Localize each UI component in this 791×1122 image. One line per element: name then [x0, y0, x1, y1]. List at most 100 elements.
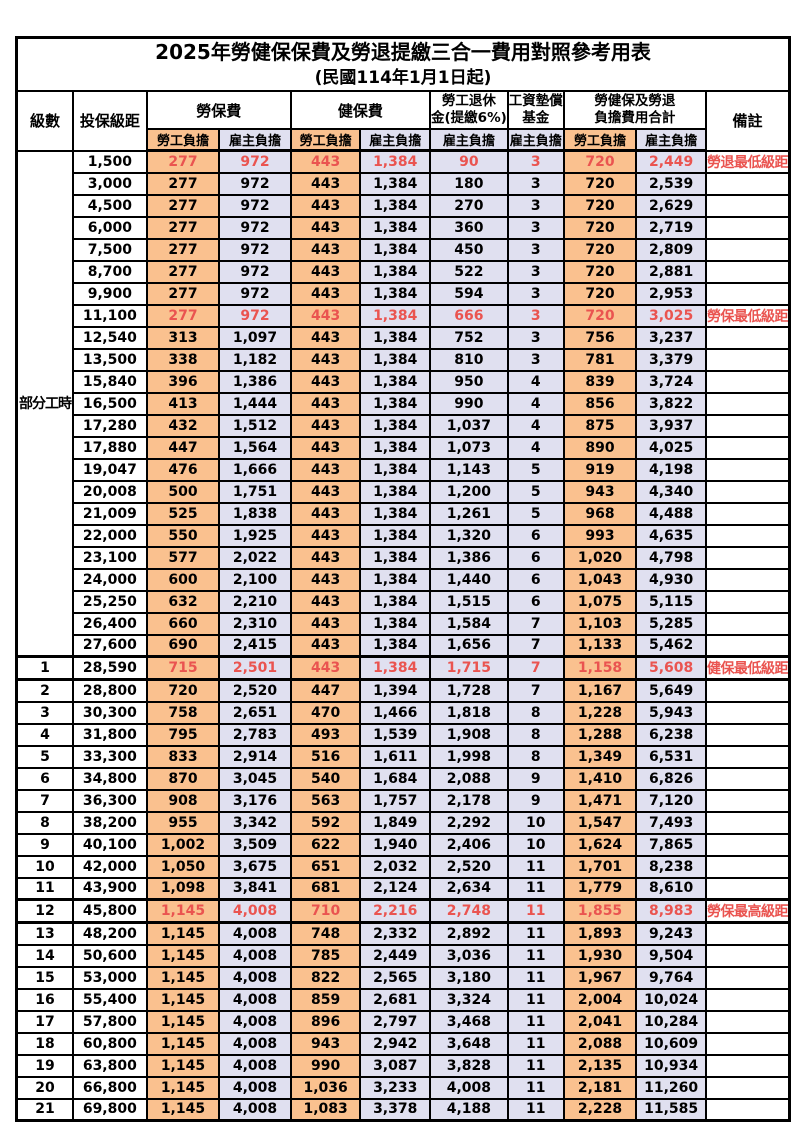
cell-level: 11	[15, 876, 74, 901]
table-row: 16,500 413 1,444 443 1,384 990 4 856 3,822	[17, 391, 791, 416]
cell-remark	[704, 567, 791, 592]
table-row: 23,100 577 2,022 443 1,384 1,386 6 1,020 4,798	[17, 545, 791, 570]
cell-remark	[704, 545, 791, 570]
cell-value: 4	[506, 391, 565, 416]
cell-bracket: 1,500	[72, 149, 148, 174]
cell-value: 3,036	[429, 943, 509, 968]
cell-bracket: 17,280	[72, 413, 148, 438]
col-header-wage-fund: 工資墊償 基金	[506, 90, 565, 130]
cell-value: 550	[145, 523, 221, 548]
cell-value: 11	[506, 1097, 565, 1122]
cell-value: 443	[289, 149, 362, 174]
cell-value: 4,008	[218, 943, 292, 968]
fee-comparison-table: 2025年勞健保保費及勞退提繳三合一費用對照參考用表 (民國114年1月1日起)…	[15, 36, 791, 1122]
cell-value: 5	[506, 479, 565, 504]
cell-value: 908	[145, 788, 221, 813]
cell-value: 950	[429, 369, 509, 394]
table-row: 26,400 660 2,310 443 1,384 1,584 7 1,103 5,285	[17, 611, 791, 636]
cell-value: 594	[429, 281, 509, 306]
cell-value: 3,378	[359, 1097, 432, 1122]
cell-value: 890	[562, 435, 638, 460]
cell-bracket: 57,800	[72, 1009, 148, 1034]
cell-value: 600	[145, 567, 221, 592]
cell-bracket: 34,800	[72, 766, 148, 791]
cell-remark	[704, 810, 791, 835]
cell-value: 1,715	[429, 655, 509, 681]
cell-remark	[704, 633, 791, 658]
cell-value: 3,233	[359, 1075, 432, 1100]
cell-value: 1,384	[359, 567, 432, 592]
cell-value: 8	[506, 700, 565, 725]
cell-value: 1,384	[359, 655, 432, 681]
cell-bracket: 23,100	[72, 545, 148, 570]
table-row: 12,540 313 1,097 443 1,384 752 3 756 3,237	[17, 325, 791, 350]
cell-value: 2,629	[635, 193, 707, 218]
cell-value: 10	[506, 832, 565, 857]
cell-value: 2,332	[359, 921, 432, 946]
cell-value: 270	[429, 193, 509, 218]
cell-value: 3,176	[218, 788, 292, 813]
cell-value: 3,025	[635, 303, 707, 328]
cell-value: 839	[562, 369, 638, 394]
cell-value: 443	[289, 171, 362, 196]
cell-value: 450	[429, 237, 509, 262]
cell-bracket: 31,800	[72, 722, 148, 747]
cell-value: 1,967	[562, 965, 638, 990]
cell-value: 443	[289, 457, 362, 482]
cell-value: 660	[145, 611, 221, 636]
cell-value: 1,512	[218, 413, 292, 438]
cell-bracket: 3,000	[72, 171, 148, 196]
cell-bracket: 48,200	[72, 921, 148, 946]
cell-remark	[704, 523, 791, 548]
cell-value: 1,444	[218, 391, 292, 416]
table-row: 19,047 476 1,666 443 1,384 1,143 5 919 4,198	[17, 457, 791, 482]
cell-value: 720	[562, 303, 638, 328]
cell-value: 9,243	[635, 921, 707, 946]
cell-value: 1,440	[429, 567, 509, 592]
cell-value: 1,145	[145, 1097, 221, 1122]
total-header-line1: 勞健保及勞退	[594, 93, 676, 109]
cell-value: 6	[506, 567, 565, 592]
cell-value: 1,751	[218, 479, 292, 504]
cell-level: 3	[15, 700, 74, 725]
cell-bracket: 63,800	[72, 1053, 148, 1078]
cell-value: 10,934	[635, 1053, 707, 1078]
cell-value: 972	[218, 259, 292, 284]
cell-value: 859	[289, 987, 362, 1012]
cell-value: 6	[506, 523, 565, 548]
cell-value: 7	[506, 678, 565, 703]
cell-value: 1,182	[218, 347, 292, 372]
cell-value: 2,634	[429, 876, 509, 901]
cell-bracket: 69,800	[72, 1097, 148, 1122]
cell-value: 11	[506, 943, 565, 968]
cell-level: 14	[15, 943, 74, 968]
cell-value: 972	[218, 237, 292, 262]
table-row: 21,009 525 1,838 443 1,384 1,261 5 968 4,488	[17, 501, 791, 526]
cell-value: 577	[145, 545, 221, 570]
cell-value: 810	[429, 347, 509, 372]
cell-value: 1,728	[429, 678, 509, 703]
cell-value: 3,342	[218, 810, 292, 835]
cell-remark	[704, 413, 791, 438]
cell-value: 1,098	[145, 876, 221, 901]
cell-value: 2,942	[359, 1031, 432, 1056]
cell-value: 1,320	[429, 523, 509, 548]
col-header-total: 勞健保及勞退 負擔費用合計	[562, 90, 707, 130]
cell-value: 715	[145, 655, 221, 681]
cell-value: 720	[562, 237, 638, 262]
cell-level: 15	[15, 965, 74, 990]
cell-value: 3,822	[635, 391, 707, 416]
cell-level: 6	[15, 766, 74, 791]
cell-value: 3,087	[359, 1053, 432, 1078]
table-row: 17,880 447 1,564 443 1,384 1,073 4 890 4,025	[17, 435, 791, 460]
cell-value: 1,384	[359, 545, 432, 570]
cell-remark	[704, 766, 791, 791]
cell-value: 1,020	[562, 545, 638, 570]
table-row: 22,000 550 1,925 443 1,384 1,320 6 993 4,635	[17, 523, 791, 548]
cell-value: 7,865	[635, 832, 707, 857]
cell-value: 443	[289, 325, 362, 350]
cell-value: 4,198	[635, 457, 707, 482]
cell-value: 4,008	[218, 1075, 292, 1100]
cell-value: 7	[506, 655, 565, 681]
cell-value: 476	[145, 457, 221, 482]
